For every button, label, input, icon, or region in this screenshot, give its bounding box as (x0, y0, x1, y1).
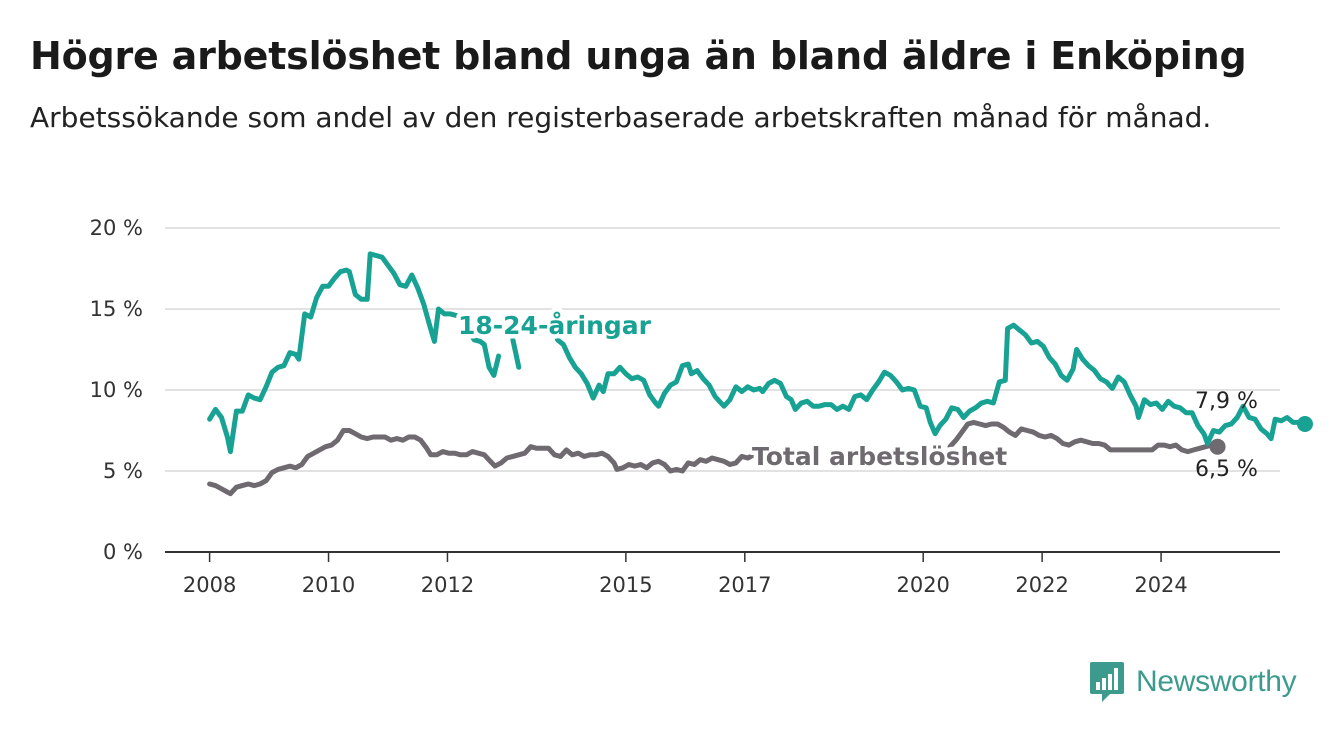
y-tick-label: 0 % (103, 540, 143, 564)
y-tick-label: 20 % (90, 216, 143, 240)
newsworthy-logo-icon (1090, 662, 1124, 702)
y-tick-label: 15 % (90, 297, 143, 321)
newsworthy-logo: Newsworthy (1088, 660, 1297, 704)
y-axis-ticks: 0 % 5 % 10 % 15 % 20 % (90, 216, 143, 564)
x-tick-label: 2017 (718, 573, 771, 597)
x-tick-label: 2012 (421, 573, 474, 597)
x-tick-label: 2015 (599, 573, 652, 597)
series-line-1 (207, 428, 769, 497)
end-value-total: 6,5 % (1195, 457, 1258, 482)
series-end-point (1209, 438, 1226, 455)
series-end-point (1296, 416, 1313, 433)
chart-subtitle: Arbetssökande som andel av den registerb… (30, 101, 1212, 134)
series-line-0 (207, 251, 502, 455)
series-label-total: Total arbetslöshet (752, 442, 1007, 471)
x-tick-label: 2020 (896, 573, 949, 597)
x-tick-label: 2010 (302, 573, 355, 597)
y-tick-label: 10 % (90, 378, 143, 402)
gridlines (165, 227, 1280, 472)
x-tick-label: 2024 (1134, 573, 1187, 597)
x-tick-label: 2022 (1015, 573, 1068, 597)
brand-name: Newsworthy (1136, 665, 1297, 698)
series-line-0 (555, 322, 1308, 446)
end-value-young: 7,9 % (1195, 389, 1258, 414)
series-label-young: 18-24-åringar (458, 311, 652, 340)
series-line-1 (947, 419, 1221, 455)
series-lines (207, 251, 1313, 497)
series-line-0 (510, 337, 522, 370)
x-tick-label: 2008 (183, 573, 236, 597)
x-axis-ticks: 2008 2010 2012 2015 2017 2020 2022 2024 (165, 551, 1280, 597)
y-tick-label: 5 % (103, 459, 143, 483)
series-label-total-halo: Total arbetslöshet (752, 442, 1007, 471)
chart-title: Högre arbetslöshet bland unga än bland ä… (30, 34, 1247, 78)
series-label-young-halo: 18-24-åringar (458, 311, 652, 340)
